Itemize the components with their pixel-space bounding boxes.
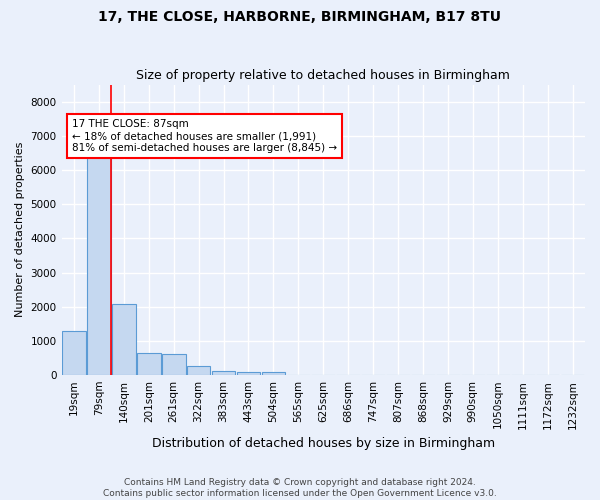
Y-axis label: Number of detached properties: Number of detached properties (15, 142, 25, 318)
Bar (112, 304, 136, 375)
Bar (137, 353, 161, 375)
Text: 17 THE CLOSE: 87sqm
← 18% of detached houses are smaller (1,991)
81% of semi-det: 17 THE CLOSE: 87sqm ← 18% of detached ho… (72, 120, 337, 152)
Bar (162, 354, 185, 375)
Bar (62, 330, 86, 375)
Bar (212, 370, 235, 375)
Text: 17, THE CLOSE, HARBORNE, BIRMINGHAM, B17 8TU: 17, THE CLOSE, HARBORNE, BIRMINGHAM, B17… (98, 10, 502, 24)
Bar (262, 372, 285, 375)
Bar (87, 151, 111, 375)
X-axis label: Distribution of detached houses by size in Birmingham: Distribution of detached houses by size … (152, 437, 495, 450)
Bar (187, 366, 211, 375)
Bar (236, 372, 260, 375)
Title: Size of property relative to detached houses in Birmingham: Size of property relative to detached ho… (136, 69, 510, 82)
Text: Contains HM Land Registry data © Crown copyright and database right 2024.
Contai: Contains HM Land Registry data © Crown c… (103, 478, 497, 498)
